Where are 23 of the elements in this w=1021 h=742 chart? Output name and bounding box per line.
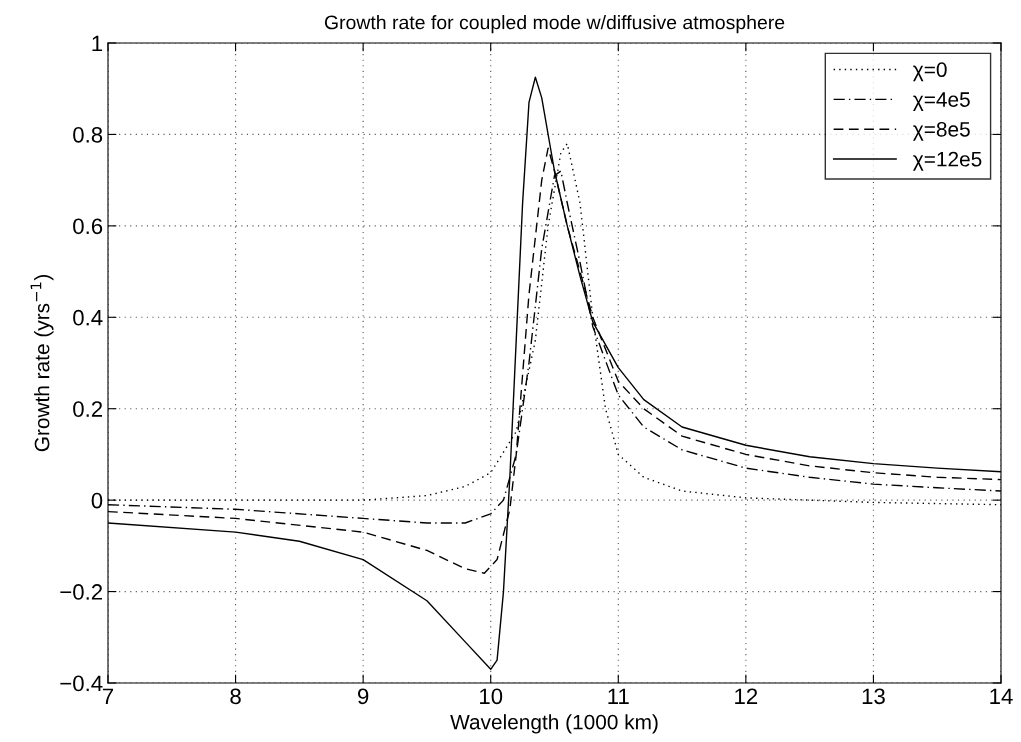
legend-label: χ=8e5: [913, 121, 970, 141]
y-tick-label: 0.2: [73, 401, 103, 417]
x-tick-label: 11: [608, 688, 629, 704]
y-tick-label: 0: [91, 492, 103, 509]
x-tick-label: 14: [990, 688, 1013, 704]
chart-title: Growth rate for coupled mode w/diffusive atmosphere: [324, 15, 785, 34]
y-tick-label: 0.6: [73, 218, 103, 235]
x-axis-title: Wavelength (1000 km): [450, 714, 658, 734]
x-tick-label: 9: [358, 688, 369, 705]
x-tick-label: 10: [480, 688, 503, 705]
x-tick-label: 8: [230, 688, 241, 705]
x-tick-label: 12: [735, 688, 758, 704]
y-tick-label: 0.4: [73, 309, 103, 326]
x-tick-label: 13: [862, 688, 885, 705]
legend-label: χ=12e5: [913, 151, 982, 171]
y-tick-label: −0.4: [60, 675, 103, 692]
y-tick-label: −0.2: [60, 584, 103, 600]
legend-label: χ=4e5: [913, 92, 970, 111]
legend-label: χ=0: [913, 62, 947, 82]
x-tick-label: 7: [102, 688, 114, 704]
y-tick-label: 1: [92, 35, 103, 52]
y-tick-label: 0.8: [73, 126, 103, 143]
y-axis-title: Growth rate (yrs$^{−1}$): [30, 275, 54, 452]
